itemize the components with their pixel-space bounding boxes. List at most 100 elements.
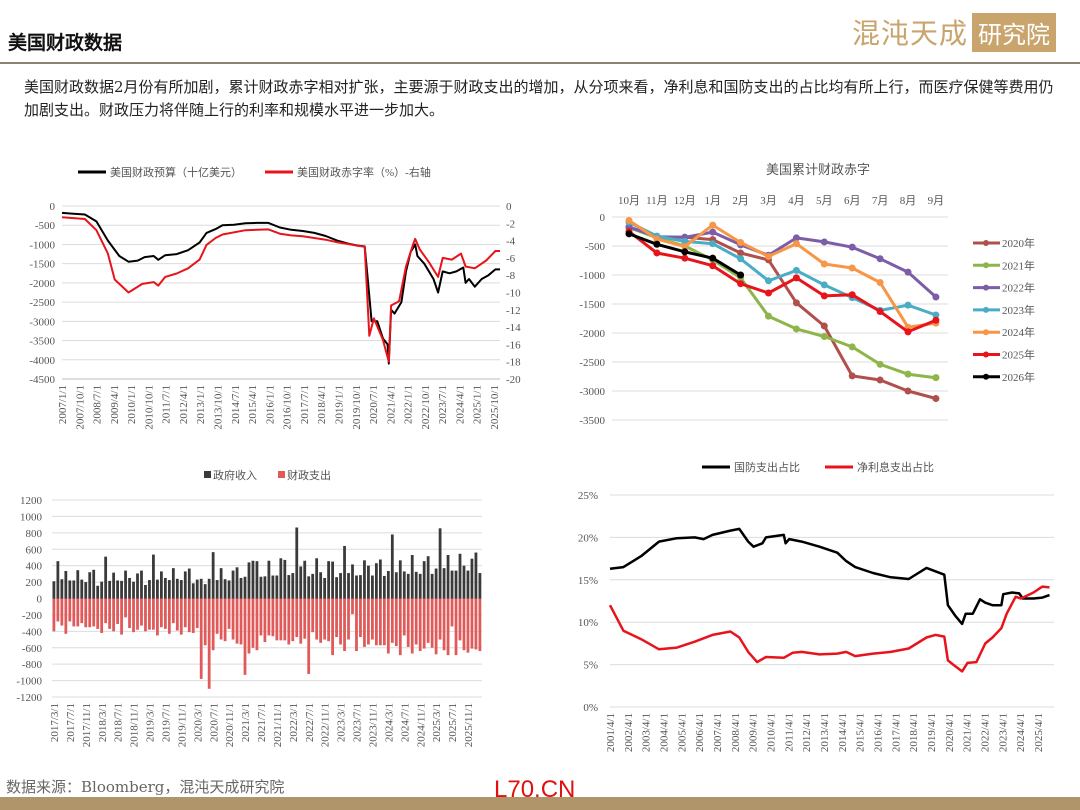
y-axis-tick: -400 bbox=[22, 626, 43, 638]
spending-bar bbox=[120, 598, 123, 635]
spending-bar bbox=[191, 598, 195, 633]
right-axis-tick: 0 bbox=[506, 201, 512, 213]
data-point bbox=[904, 387, 912, 395]
x-axis-tick: 2013/10/1 bbox=[213, 385, 225, 430]
revenue-bar bbox=[450, 570, 454, 599]
data-point bbox=[876, 360, 884, 368]
revenue-bar bbox=[211, 552, 215, 599]
revenue-bar bbox=[219, 568, 223, 599]
y-axis-tick: 0% bbox=[583, 702, 598, 714]
spending-bar bbox=[140, 598, 143, 626]
spending-bar bbox=[331, 598, 334, 656]
data-point bbox=[737, 271, 745, 279]
spending-bar bbox=[359, 598, 362, 638]
revenue-bar bbox=[108, 580, 112, 599]
revenue-bar bbox=[187, 568, 191, 599]
spending-bar bbox=[363, 598, 366, 647]
revenue-bar bbox=[398, 560, 402, 599]
data-point bbox=[625, 230, 633, 238]
revenue-bar bbox=[88, 572, 92, 599]
revenue-bar bbox=[363, 560, 366, 599]
revenue-bar bbox=[275, 575, 279, 599]
spending-bar bbox=[160, 598, 163, 628]
legend-label: 政府收入 bbox=[213, 468, 257, 482]
spending-bar bbox=[231, 598, 235, 640]
revenue-bar bbox=[64, 571, 68, 599]
revenue-bar bbox=[231, 570, 235, 599]
revenue-bar bbox=[136, 573, 139, 599]
month-label: 2月 bbox=[732, 195, 749, 207]
data-point bbox=[876, 308, 884, 316]
revenue-bar bbox=[422, 561, 426, 599]
series-line-2025年 bbox=[628, 230, 937, 334]
revenue-bar bbox=[207, 578, 211, 599]
revenue-bar bbox=[68, 580, 72, 599]
header-divider bbox=[0, 62, 1080, 64]
spending-bar bbox=[311, 598, 315, 633]
left-axis-tick: -2000 bbox=[29, 278, 55, 290]
spending-bar bbox=[124, 598, 127, 618]
revenue-bar bbox=[263, 576, 267, 599]
revenue-bar bbox=[171, 568, 175, 599]
spending-bar bbox=[235, 598, 239, 644]
spending-bar bbox=[156, 598, 159, 636]
right-axis-tick: -10 bbox=[506, 288, 521, 300]
revenue-bar bbox=[163, 577, 167, 599]
revenue-bar bbox=[251, 560, 255, 599]
x-axis-tick: 2019/1/1 bbox=[333, 385, 345, 424]
spending-bar bbox=[195, 598, 199, 629]
series-line-2020年 bbox=[628, 225, 937, 400]
revenue-bar bbox=[394, 572, 398, 599]
revenue-bar bbox=[454, 570, 458, 599]
data-point bbox=[653, 235, 661, 243]
spending-bar bbox=[382, 598, 386, 646]
revenue-bar bbox=[132, 581, 135, 599]
month-label: 3月 bbox=[760, 195, 777, 207]
spending-bar bbox=[104, 598, 108, 624]
spending-bar bbox=[315, 598, 319, 640]
y-axis-tick: 400 bbox=[26, 561, 43, 573]
data-point bbox=[904, 370, 912, 378]
data-point bbox=[765, 312, 772, 320]
revenue-bar bbox=[375, 563, 378, 599]
series-line-1 bbox=[61, 216, 500, 363]
x-axis-tick: 2011/7/1 bbox=[161, 385, 173, 424]
revenue-bar bbox=[390, 534, 394, 599]
revenue-bar bbox=[247, 562, 251, 599]
spending-bar bbox=[390, 598, 394, 643]
legend-label: 2021年 bbox=[1002, 258, 1035, 272]
revenue-bar bbox=[311, 573, 315, 599]
spending-bar bbox=[271, 598, 275, 637]
spending-bar bbox=[108, 598, 112, 629]
revenue-bar bbox=[116, 580, 119, 599]
spending-bar bbox=[367, 598, 370, 645]
x-axis-tick: 2021/11/1 bbox=[272, 703, 284, 747]
x-axis-tick: 2019/7/1 bbox=[160, 703, 172, 742]
spending-bar bbox=[88, 598, 92, 628]
revenue-bar bbox=[239, 577, 243, 599]
spending-bar bbox=[462, 598, 466, 651]
x-axis-tick: 2024/7/1 bbox=[399, 703, 411, 742]
month-label: 12月 bbox=[674, 195, 696, 207]
logo-text: 混沌天成 bbox=[851, 17, 968, 50]
spending-bar bbox=[183, 598, 187, 628]
spending-bar bbox=[219, 598, 223, 640]
x-axis-tick: 2024/4/1 bbox=[454, 385, 466, 424]
revenue-bar bbox=[223, 579, 227, 599]
month-label: 10月 bbox=[618, 195, 640, 207]
legend-label: 2020年 bbox=[1002, 236, 1035, 250]
spending-bar bbox=[267, 598, 271, 636]
data-point bbox=[848, 243, 856, 251]
revenue-bar bbox=[382, 575, 386, 599]
data-point bbox=[737, 239, 745, 247]
month-label: 7月 bbox=[872, 195, 889, 207]
revenue-bar bbox=[72, 580, 76, 599]
revenue-bar bbox=[339, 573, 342, 599]
spending-bar bbox=[410, 598, 414, 654]
x-axis-tick: 2016/1/1 bbox=[264, 385, 276, 424]
right-axis-tick: -12 bbox=[506, 305, 521, 317]
x-axis-tick: 2007/4/1 bbox=[712, 713, 724, 752]
x-axis-tick: 2009/4/1 bbox=[748, 713, 760, 752]
x-axis-tick: 2017/11/1 bbox=[81, 703, 93, 747]
spending-bar bbox=[327, 598, 331, 642]
